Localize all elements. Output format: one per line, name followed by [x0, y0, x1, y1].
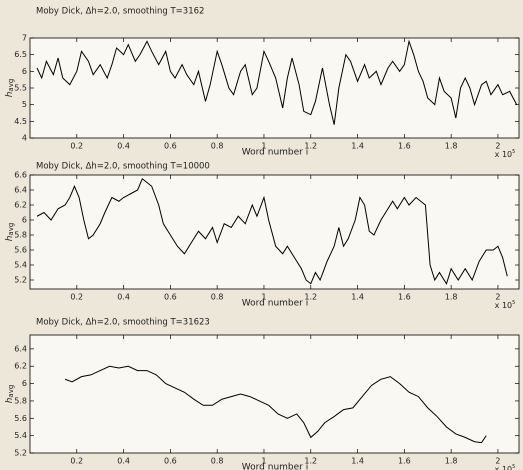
- x-tick-label: 0.6: [164, 457, 177, 466]
- x-scale: x 105: [495, 300, 516, 310]
- x-scale: x 105: [495, 464, 516, 470]
- x-tick-label: 0.2: [70, 142, 83, 151]
- y-label-symbol: h: [5, 91, 15, 97]
- x-tick-label: 0.6: [164, 293, 177, 302]
- x-tick-label: 1.2: [304, 457, 317, 466]
- y-tick-label: 5.6: [14, 414, 27, 423]
- y-tick-label: 5.4: [14, 431, 27, 440]
- chart-title: Moby Dick, Δh=2.0, smoothing T=10000: [36, 162, 210, 172]
- x-tick-label: 1.8: [445, 142, 458, 151]
- y-tick-label: 5.5: [14, 84, 27, 93]
- y-label-subscript: avg: [7, 385, 15, 398]
- chart-title: Moby Dick, Δh=2.0, smoothing T=31623: [36, 318, 210, 328]
- y-tick-label: 6.6: [14, 171, 27, 180]
- x-tick-label: 0.8: [211, 457, 224, 466]
- x-scale-base: x 10: [495, 150, 512, 159]
- x-axis-label: Word number i: [242, 148, 308, 158]
- x-tick-label: 0.8: [211, 293, 224, 302]
- plot-area: [29, 174, 520, 290]
- y-label-symbol: h: [5, 235, 15, 241]
- y-tick-label: 5.8: [14, 231, 27, 240]
- x-tick-label: 1.2: [304, 142, 317, 151]
- y-tick-label: 7: [22, 34, 27, 43]
- x-scale-base: x 10: [495, 465, 512, 470]
- x-tick-label: 1.6: [398, 457, 411, 466]
- x-tick-label: 0.4: [117, 142, 130, 151]
- y-tick-label: 6: [22, 67, 27, 76]
- x-tick-label: 0.4: [117, 457, 130, 466]
- x-tick-label: 0.8: [211, 142, 224, 151]
- data-line: [36, 39, 518, 125]
- plot-area: [29, 334, 520, 454]
- y-tick-label: 4: [22, 134, 27, 143]
- y-axis-label: havg: [5, 79, 16, 98]
- x-tick-label: 2: [495, 142, 500, 151]
- x-tick-label: 1: [261, 457, 266, 466]
- data-line: [64, 365, 487, 444]
- x-scale: x 105: [495, 149, 516, 159]
- x-tick-label: 0.2: [70, 457, 83, 466]
- y-tick-label: 6.2: [14, 362, 27, 371]
- y-tick-label: 6.4: [14, 344, 27, 353]
- y-tick-label: 5.8: [14, 396, 27, 405]
- x-axis-label: Word number i: [242, 299, 308, 309]
- y-tick-label: 6.4: [14, 186, 27, 195]
- x-tick-label: 1.2: [304, 293, 317, 302]
- x-tick-label: 2: [495, 457, 500, 466]
- y-tick-label: 5.2: [14, 276, 27, 285]
- x-tick-label: 0.2: [70, 293, 83, 302]
- plot-area: [29, 37, 520, 139]
- x-tick-label: 1.4: [351, 457, 364, 466]
- y-tick-label: 5: [22, 100, 27, 109]
- x-tick-label: 1.6: [398, 142, 411, 151]
- y-tick-label: 5.6: [14, 246, 27, 255]
- y-tick-label: 5.4: [14, 261, 27, 270]
- y-tick-label: 6: [22, 379, 27, 388]
- y-axis-label: havg: [5, 223, 16, 242]
- x-tick-label: 1.4: [351, 293, 364, 302]
- x-tick-label: 1.6: [398, 293, 411, 302]
- x-tick-label: 0.6: [164, 142, 177, 151]
- y-tick-label: 5.2: [14, 449, 27, 458]
- x-tick-label: 1: [261, 142, 266, 151]
- x-tick-label: 1.4: [351, 142, 364, 151]
- x-tick-label: 1: [261, 293, 266, 302]
- y-label-symbol: h: [5, 397, 15, 403]
- x-scale-base: x 10: [495, 301, 512, 310]
- x-scale-power: 5: [512, 464, 515, 470]
- y-tick-label: 6: [22, 216, 27, 225]
- x-tick-label: 1.8: [445, 457, 458, 466]
- x-axis-label: Word number i: [242, 463, 308, 470]
- y-tick-label: 6.2: [14, 201, 27, 210]
- y-axis-label: havg: [5, 385, 16, 404]
- x-scale-power: 5: [512, 300, 515, 306]
- x-tick-label: 2: [495, 293, 500, 302]
- data-line: [36, 177, 508, 285]
- chart-title: Moby Dick, Δh=2.0, smoothing T=3162: [36, 7, 204, 17]
- y-label-subscript: avg: [7, 79, 15, 92]
- y-tick-label: 4.5: [14, 117, 27, 126]
- x-tick-label: 1.8: [445, 293, 458, 302]
- x-scale-power: 5: [512, 149, 515, 155]
- y-tick-label: 6.5: [14, 50, 27, 59]
- y-label-subscript: avg: [7, 223, 15, 236]
- x-tick-label: 0.4: [117, 293, 130, 302]
